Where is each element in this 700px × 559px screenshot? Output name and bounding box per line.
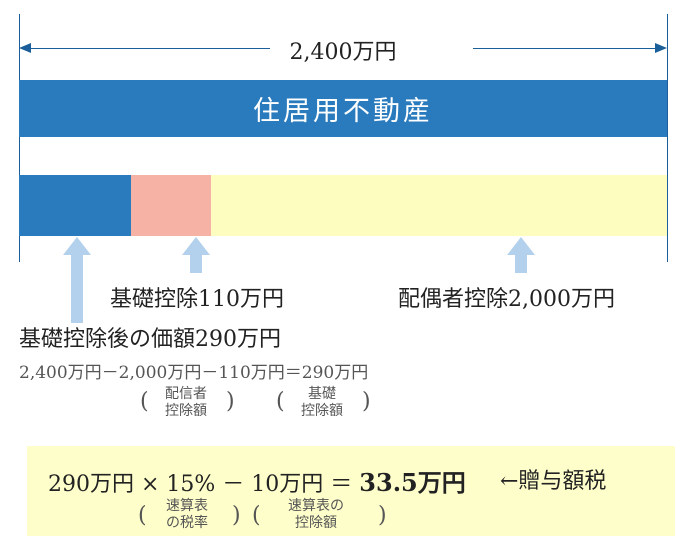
calculation-formula: 2,400万円－2,000万円－110万円＝290万円 (19, 363, 369, 383)
result-note-rate: 速算表 の税率 (166, 498, 208, 531)
result-box (27, 446, 675, 536)
property-bar: 住居用不動産 (19, 80, 667, 137)
segment-after-deduction (19, 175, 131, 236)
paren-open-1: ( (140, 389, 149, 414)
basic-deduction-label: 基礎控除110万円 (110, 287, 284, 312)
spouse-deduction-label: 配偶者控除2,000万円 (398, 287, 615, 312)
result-arrow-label: ←贈与額税 (500, 469, 607, 494)
arrow-spouse-deduction-icon (507, 237, 535, 273)
left-boundary-line (19, 14, 20, 262)
dimension-arrow-right-icon (655, 43, 667, 53)
result-formula-prefix: 290万円 × 15% － 10万円 ＝ (48, 472, 353, 497)
paren-open-3: ( (138, 503, 147, 528)
result-formula: 290万円 × 15% － 10万円 ＝ 33.5万円 (48, 463, 466, 498)
arrow-basic-deduction-icon (182, 237, 210, 273)
calculation-note-basic: 基礎 控除額 (301, 386, 343, 419)
result-note-deduction: 速算表の 控除額 (288, 498, 344, 531)
dimension-line-right (473, 48, 661, 49)
segment-basic-deduction (131, 175, 211, 236)
paren-close-3: ) (232, 503, 241, 528)
calculation-note-spouse: 配信者 控除額 (165, 386, 207, 419)
result-amount: 33.5万円 (359, 468, 466, 497)
total-amount-label: 2,400万円 (289, 40, 397, 65)
right-boundary-line (667, 14, 668, 262)
paren-open-2: ( (276, 389, 285, 414)
paren-close-1: ) (226, 389, 235, 414)
property-bar-label: 住居用不動産 (253, 96, 433, 127)
segment-spouse-deduction (211, 175, 667, 236)
paren-close-2: ) (362, 389, 371, 414)
arrow-after-deduction-icon (63, 237, 91, 323)
paren-close-4: ) (378, 503, 387, 528)
after-deduction-label: 基礎控除後の価額290万円 (19, 327, 281, 352)
dimension-line-left (25, 48, 270, 49)
paren-open-4: ( (252, 503, 261, 528)
